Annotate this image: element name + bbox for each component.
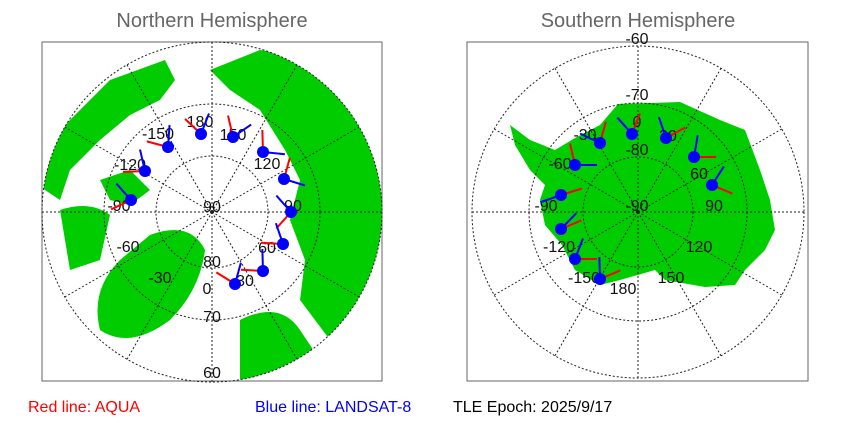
meridian-line bbox=[126, 211, 213, 360]
satellite-position-marker bbox=[594, 273, 606, 285]
longitude-label: 120 bbox=[254, 156, 281, 173]
longitude-label: -120 bbox=[543, 239, 575, 256]
satellite-position-marker bbox=[257, 265, 269, 277]
longitude-label: 60 bbox=[690, 166, 708, 183]
north-title: Northern Hemisphere bbox=[116, 10, 308, 32]
longitude-label: -30 bbox=[148, 270, 171, 287]
north-map: 1801501209060300-30-60-90-120-1509080706… bbox=[41, 41, 383, 383]
meridian-line bbox=[64, 211, 213, 298]
tle-epoch: TLE Epoch: 2025/9/17 bbox=[453, 399, 613, 416]
south-title: Southern Hemisphere bbox=[540, 10, 736, 32]
longitude-label: 90 bbox=[705, 198, 723, 215]
satellite-position-marker bbox=[594, 137, 606, 149]
satellite-position-marker bbox=[626, 128, 638, 140]
latitude-circle bbox=[582, 156, 694, 268]
longitude-label: -60 bbox=[116, 239, 139, 256]
satellite-position-marker bbox=[227, 131, 239, 143]
latitude-label: 80 bbox=[203, 254, 221, 271]
meridian-line bbox=[211, 64, 298, 213]
satellite-position-marker bbox=[139, 165, 151, 177]
satellite-position-marker bbox=[278, 173, 290, 185]
satellite-position-marker bbox=[285, 206, 297, 218]
legend-landsat: Blue line: LANDSAT-8 bbox=[255, 399, 412, 416]
satellite-position-marker bbox=[229, 278, 241, 290]
satellite-position-marker bbox=[706, 179, 718, 191]
latitude-label: -70 bbox=[625, 87, 648, 104]
meridian-line bbox=[64, 126, 213, 213]
longitude-label: -90 bbox=[534, 198, 557, 215]
longitude-label: 120 bbox=[686, 239, 713, 256]
latitude-label: 70 bbox=[203, 309, 221, 326]
longitude-label: 150 bbox=[658, 270, 685, 287]
longitude-label: -150 bbox=[142, 126, 174, 143]
satellite-position-marker bbox=[277, 238, 289, 250]
meridian-line bbox=[211, 211, 360, 298]
meridian-line bbox=[211, 211, 298, 360]
north-tracks bbox=[110, 113, 306, 290]
latitude-label: -90 bbox=[625, 198, 648, 215]
satellite-position-marker bbox=[555, 223, 567, 235]
satellite-position-marker bbox=[125, 194, 137, 206]
satellite-position-marker bbox=[195, 128, 207, 140]
latitude-label: 90 bbox=[203, 199, 221, 216]
satellite-position-marker bbox=[688, 151, 700, 163]
latitude-label: -60 bbox=[625, 31, 648, 48]
longitude-label: -60 bbox=[548, 156, 571, 173]
satellite-position-marker bbox=[569, 253, 581, 265]
latitude-label: 60 bbox=[203, 365, 221, 382]
longitude-label: 180 bbox=[610, 281, 637, 298]
longitude-label: -120 bbox=[114, 157, 146, 174]
satellite-position-marker bbox=[660, 132, 672, 144]
satellite-position-marker bbox=[555, 189, 567, 201]
satellite-position-marker bbox=[162, 141, 174, 153]
south-graticule bbox=[471, 45, 805, 379]
longitude-label: -150 bbox=[568, 270, 600, 287]
longitude-label: 0 bbox=[203, 281, 212, 298]
latitude-label: -80 bbox=[625, 142, 648, 159]
south-land bbox=[510, 102, 775, 287]
south-tracks bbox=[539, 113, 733, 285]
satellite-position-marker bbox=[257, 146, 269, 158]
south-map: 0306090120150180-150-120-90-60-30-90-80-… bbox=[466, 31, 809, 382]
legend-aqua: Red line: AQUA bbox=[28, 399, 141, 416]
satellite-position-marker bbox=[569, 159, 581, 171]
